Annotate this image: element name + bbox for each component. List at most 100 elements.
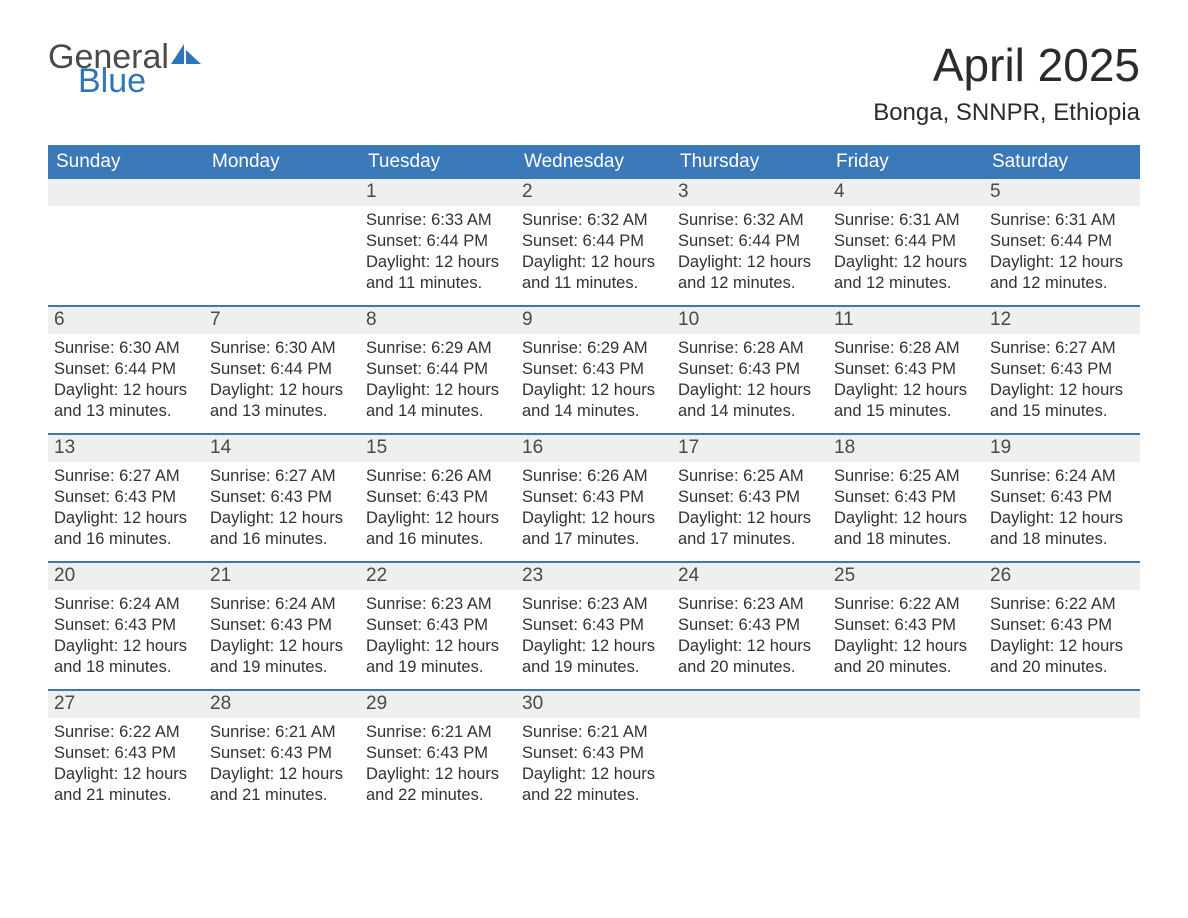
- weekday-header: Friday: [828, 145, 984, 179]
- day-cell: 3 Sunrise: 6:32 AMSunset: 6:44 PMDaylight…: [672, 179, 828, 305]
- day-daylight2: and 11 minutes.: [522, 273, 666, 294]
- day-number: [672, 691, 828, 718]
- day-daylight2: and 15 minutes.: [834, 401, 978, 422]
- day-daylight2: and 18 minutes.: [990, 529, 1134, 550]
- day-sunrise: Sunrise: 6:25 AM: [678, 466, 822, 487]
- day-cell: 25Sunrise: 6:22 AMSunset: 6:43 PMDayligh…: [828, 563, 984, 689]
- day-details: Sunrise: 6:30 AMSunset: 6:44 PMDaylight:…: [54, 338, 198, 422]
- day-sunset: Sunset: 6:43 PM: [834, 615, 978, 636]
- day-details: Sunrise: 6:23 AMSunset: 6:43 PMDaylight:…: [678, 594, 822, 678]
- day-sunrise: Sunrise: 6:23 AM: [678, 594, 822, 615]
- week-row: 20Sunrise: 6:24 AMSunset: 6:43 PMDayligh…: [48, 561, 1140, 689]
- day-sunrise: Sunrise: 6:32 AM: [522, 210, 666, 231]
- logo-text-blue: Blue: [78, 70, 201, 94]
- weekday-header: Saturday: [984, 145, 1140, 179]
- day-daylight1: Daylight: 12 hours: [834, 508, 978, 529]
- day-sunset: Sunset: 6:44 PM: [678, 231, 822, 252]
- day-sunset: Sunset: 6:43 PM: [366, 743, 510, 764]
- day-cell: 7 Sunrise: 6:30 AMSunset: 6:44 PMDaylight…: [204, 307, 360, 433]
- month-title: April 2025: [873, 40, 1140, 91]
- day-details: Sunrise: 6:32 AMSunset: 6:44 PMDaylight:…: [678, 210, 822, 294]
- day-details: Sunrise: 6:21 AMSunset: 6:43 PMDaylight:…: [366, 722, 510, 806]
- day-cell: [984, 691, 1140, 817]
- day-daylight2: and 16 minutes.: [366, 529, 510, 550]
- day-number: 17: [672, 435, 828, 462]
- day-details: Sunrise: 6:21 AMSunset: 6:43 PMDaylight:…: [210, 722, 354, 806]
- day-number: 11: [828, 307, 984, 334]
- day-daylight1: Daylight: 12 hours: [210, 764, 354, 785]
- day-daylight2: and 20 minutes.: [834, 657, 978, 678]
- day-daylight2: and 14 minutes.: [522, 401, 666, 422]
- weekday-header: Sunday: [48, 145, 204, 179]
- day-daylight1: Daylight: 12 hours: [990, 380, 1134, 401]
- day-number: [48, 179, 204, 206]
- day-daylight1: Daylight: 12 hours: [834, 252, 978, 273]
- day-sunset: Sunset: 6:44 PM: [990, 231, 1134, 252]
- day-number: 14: [204, 435, 360, 462]
- day-daylight2: and 12 minutes.: [834, 273, 978, 294]
- day-sunrise: Sunrise: 6:24 AM: [990, 466, 1134, 487]
- day-daylight1: Daylight: 12 hours: [522, 636, 666, 657]
- day-sunset: Sunset: 6:44 PM: [834, 231, 978, 252]
- day-daylight2: and 21 minutes.: [54, 785, 198, 806]
- day-daylight1: Daylight: 12 hours: [210, 508, 354, 529]
- day-number: 8: [360, 307, 516, 334]
- day-sunset: Sunset: 6:43 PM: [834, 487, 978, 508]
- day-number: 27: [48, 691, 204, 718]
- day-sunrise: Sunrise: 6:21 AM: [366, 722, 510, 743]
- day-number: 3: [672, 179, 828, 206]
- day-daylight1: Daylight: 12 hours: [678, 380, 822, 401]
- day-daylight2: and 22 minutes.: [366, 785, 510, 806]
- day-number: 28: [204, 691, 360, 718]
- day-number: 15: [360, 435, 516, 462]
- day-details: Sunrise: 6:27 AMSunset: 6:43 PMDaylight:…: [990, 338, 1134, 422]
- day-sunset: Sunset: 6:44 PM: [210, 359, 354, 380]
- day-cell: 14Sunrise: 6:27 AMSunset: 6:43 PMDayligh…: [204, 435, 360, 561]
- day-sunset: Sunset: 6:43 PM: [54, 615, 198, 636]
- day-sunset: Sunset: 6:43 PM: [54, 743, 198, 764]
- day-details: Sunrise: 6:25 AMSunset: 6:43 PMDaylight:…: [678, 466, 822, 550]
- day-number: 7: [204, 307, 360, 334]
- day-daylight1: Daylight: 12 hours: [678, 252, 822, 273]
- day-sunset: Sunset: 6:43 PM: [54, 487, 198, 508]
- day-daylight1: Daylight: 12 hours: [522, 508, 666, 529]
- day-daylight1: Daylight: 12 hours: [54, 636, 198, 657]
- day-sunset: Sunset: 6:43 PM: [522, 615, 666, 636]
- day-cell: 11Sunrise: 6:28 AMSunset: 6:43 PMDayligh…: [828, 307, 984, 433]
- day-daylight1: Daylight: 12 hours: [834, 380, 978, 401]
- day-sunset: Sunset: 6:43 PM: [678, 615, 822, 636]
- day-daylight1: Daylight: 12 hours: [522, 380, 666, 401]
- day-number: 19: [984, 435, 1140, 462]
- day-daylight1: Daylight: 12 hours: [990, 508, 1134, 529]
- day-cell: 10Sunrise: 6:28 AMSunset: 6:43 PMDayligh…: [672, 307, 828, 433]
- day-sunrise: Sunrise: 6:31 AM: [834, 210, 978, 231]
- day-daylight1: Daylight: 12 hours: [366, 508, 510, 529]
- day-daylight2: and 15 minutes.: [990, 401, 1134, 422]
- day-details: Sunrise: 6:22 AMSunset: 6:43 PMDaylight:…: [990, 594, 1134, 678]
- day-sunrise: Sunrise: 6:26 AM: [522, 466, 666, 487]
- day-sunset: Sunset: 6:43 PM: [522, 487, 666, 508]
- day-sunrise: Sunrise: 6:27 AM: [990, 338, 1134, 359]
- title-block: April 2025 Bonga, SNNPR, Ethiopia: [873, 40, 1140, 127]
- day-cell: 18Sunrise: 6:25 AMSunset: 6:43 PMDayligh…: [828, 435, 984, 561]
- day-daylight2: and 14 minutes.: [678, 401, 822, 422]
- day-sunrise: Sunrise: 6:21 AM: [522, 722, 666, 743]
- day-details: Sunrise: 6:22 AMSunset: 6:43 PMDaylight:…: [54, 722, 198, 806]
- day-sunrise: Sunrise: 6:30 AM: [210, 338, 354, 359]
- day-daylight2: and 12 minutes.: [678, 273, 822, 294]
- day-cell: 15Sunrise: 6:26 AMSunset: 6:43 PMDayligh…: [360, 435, 516, 561]
- day-sunrise: Sunrise: 6:24 AM: [210, 594, 354, 615]
- location-subtitle: Bonga, SNNPR, Ethiopia: [873, 99, 1140, 127]
- day-daylight1: Daylight: 12 hours: [366, 636, 510, 657]
- day-details: Sunrise: 6:21 AMSunset: 6:43 PMDaylight:…: [522, 722, 666, 806]
- day-sunrise: Sunrise: 6:32 AM: [678, 210, 822, 231]
- day-number: 4: [828, 179, 984, 206]
- day-sunset: Sunset: 6:43 PM: [210, 487, 354, 508]
- day-daylight2: and 19 minutes.: [522, 657, 666, 678]
- day-details: Sunrise: 6:24 AMSunset: 6:43 PMDaylight:…: [990, 466, 1134, 550]
- day-daylight1: Daylight: 12 hours: [834, 636, 978, 657]
- day-sunset: Sunset: 6:43 PM: [678, 487, 822, 508]
- day-daylight1: Daylight: 12 hours: [210, 380, 354, 401]
- day-sunrise: Sunrise: 6:33 AM: [366, 210, 510, 231]
- day-sunset: Sunset: 6:44 PM: [54, 359, 198, 380]
